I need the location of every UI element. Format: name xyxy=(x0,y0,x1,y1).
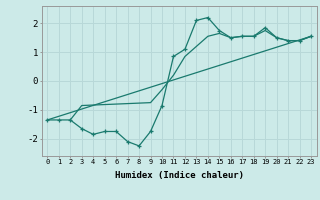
X-axis label: Humidex (Indice chaleur): Humidex (Indice chaleur) xyxy=(115,171,244,180)
